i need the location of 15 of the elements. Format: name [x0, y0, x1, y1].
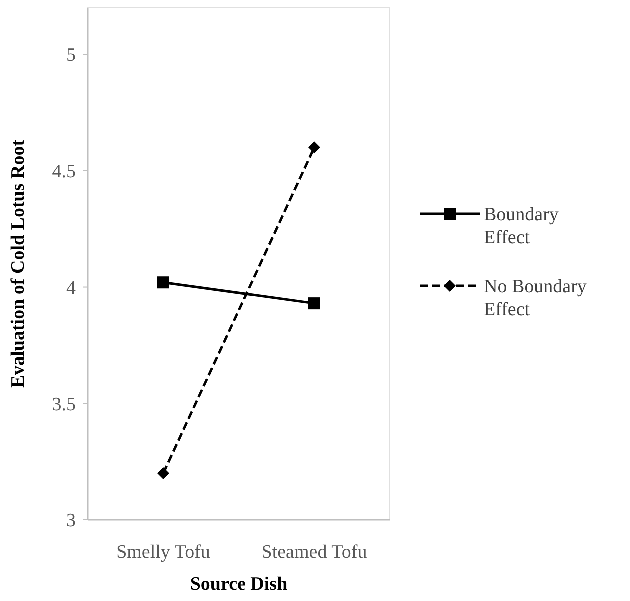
- legend-label: Boundary Effect: [484, 204, 560, 248]
- legend-label: No Boundary Effect: [484, 276, 588, 320]
- point: [158, 276, 170, 289]
- y-tick-label: 3: [66, 510, 76, 532]
- y-tick-label: 3.5: [52, 394, 76, 416]
- point: [158, 467, 170, 480]
- point: [308, 142, 320, 154]
- y-tick-label: 4.5: [52, 162, 76, 183]
- y-axis-title: Evaluation of Cold Lotus Root: [8, 139, 29, 388]
- point: [308, 298, 320, 310]
- y-tick-label: 4: [66, 278, 76, 299]
- x-axis-title: Source Dish: [190, 574, 288, 595]
- y-tick-label: 5: [66, 45, 76, 66]
- x-tick-label: Steamed Tofu: [262, 542, 368, 563]
- x-tick-label: Smelly Tofu: [116, 542, 211, 563]
